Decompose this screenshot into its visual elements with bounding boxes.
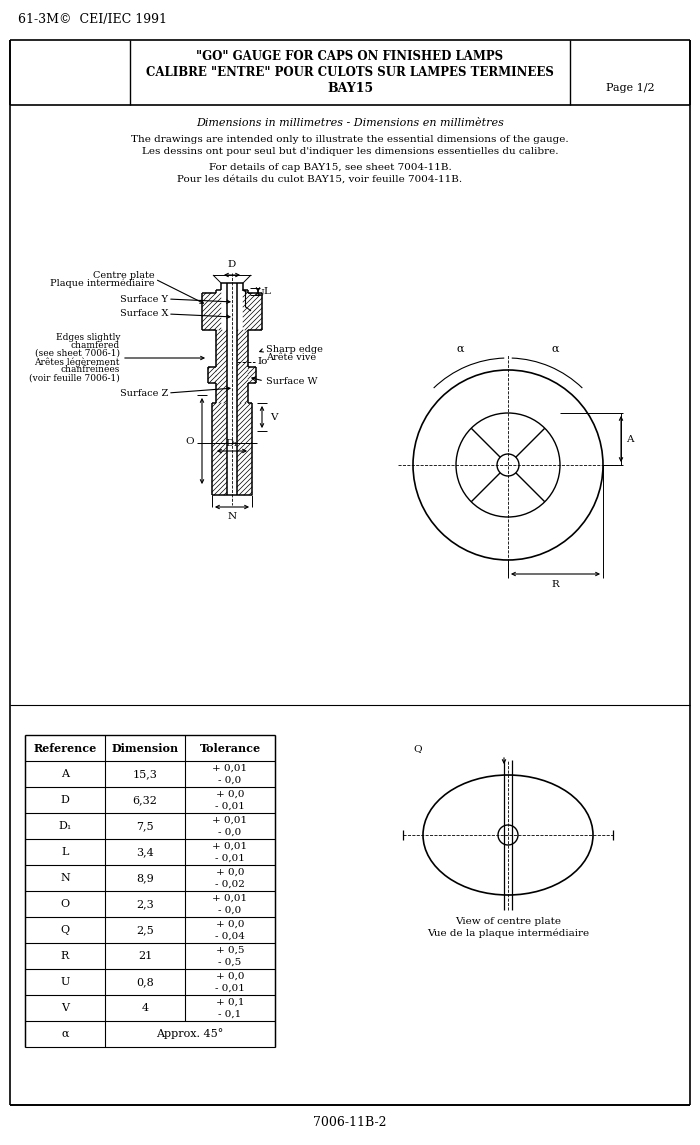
Text: 21: 21 — [138, 951, 152, 961]
Text: chanfreinées: chanfreinées — [61, 365, 120, 374]
Text: 6,32: 6,32 — [132, 795, 158, 805]
Text: + 0,0: + 0,0 — [216, 971, 244, 980]
Text: CALIBRE "ENTRE" POUR CULOTS SUR LAMPES TERMINEES: CALIBRE "ENTRE" POUR CULOTS SUR LAMPES T… — [146, 65, 554, 79]
Text: Q: Q — [60, 925, 69, 935]
Text: - 0,04: - 0,04 — [215, 932, 245, 940]
Text: A: A — [61, 769, 69, 779]
Text: 7006-11B-2: 7006-11B-2 — [314, 1116, 386, 1129]
Text: Arêtes légèrement: Arêtes légèrement — [34, 357, 120, 366]
Text: Surface X: Surface X — [120, 309, 168, 318]
Text: - 0,01: - 0,01 — [215, 853, 245, 862]
Text: BAY15: BAY15 — [327, 81, 373, 95]
Text: R: R — [61, 951, 69, 961]
Text: + 0,5: + 0,5 — [216, 946, 244, 955]
Text: Surface Z: Surface Z — [120, 388, 168, 397]
Text: D: D — [61, 795, 69, 805]
Text: A: A — [626, 434, 634, 443]
Text: + 0,01: + 0,01 — [212, 893, 248, 902]
Text: + 0,01: + 0,01 — [212, 842, 248, 851]
Text: Les dessins ont pour seul but d'indiquer les dimensions essentielles du calibre.: Les dessins ont pour seul but d'indiquer… — [141, 147, 559, 156]
Text: Plaque intermédiaire: Plaque intermédiaire — [50, 278, 155, 287]
Text: 3,4: 3,4 — [136, 847, 154, 856]
Text: 7,5: 7,5 — [136, 821, 154, 831]
Text: - 0,02: - 0,02 — [215, 879, 245, 889]
Text: N: N — [228, 512, 237, 521]
Text: 4: 4 — [141, 1003, 148, 1013]
Text: Reference: Reference — [34, 742, 97, 753]
Text: Edges slightly: Edges slightly — [55, 332, 120, 341]
Text: + 0,0: + 0,0 — [216, 919, 244, 929]
Text: α: α — [552, 344, 559, 354]
Text: Arête vive: Arête vive — [266, 354, 316, 363]
Text: + 0,01: + 0,01 — [212, 764, 248, 773]
Text: D: D — [228, 260, 236, 269]
Text: Io: Io — [257, 357, 267, 366]
Text: - 0,5: - 0,5 — [218, 957, 242, 966]
Text: (voir feuille 7006-1): (voir feuille 7006-1) — [29, 373, 120, 382]
Text: 2,5: 2,5 — [136, 925, 154, 935]
Text: R: R — [552, 581, 559, 589]
Text: For details of cap BAY15, see sheet 7004-11B.: For details of cap BAY15, see sheet 7004… — [209, 163, 452, 172]
Text: L: L — [62, 847, 69, 856]
Text: + 0,0: + 0,0 — [216, 868, 244, 877]
Text: Tolerance: Tolerance — [199, 742, 260, 753]
Text: "GO" GAUGE FOR CAPS ON FINISHED LAMPS: "GO" GAUGE FOR CAPS ON FINISHED LAMPS — [197, 50, 503, 63]
Text: L: L — [263, 287, 270, 297]
Text: 15,3: 15,3 — [132, 769, 158, 779]
Text: Vue de la plaque intermédiaire: Vue de la plaque intermédiaire — [427, 927, 589, 938]
Text: 61-3M©  CEI/IEC 1991: 61-3M© CEI/IEC 1991 — [18, 14, 167, 26]
Text: Centre plate: Centre plate — [93, 270, 155, 279]
Text: The drawings are intended only to illustrate the essential dimensions of the gau: The drawings are intended only to illust… — [131, 134, 569, 143]
Text: - 0,0: - 0,0 — [218, 828, 242, 837]
Text: α: α — [62, 1029, 69, 1039]
Text: - 0,01: - 0,01 — [215, 984, 245, 993]
Text: Surface W: Surface W — [266, 377, 318, 386]
Text: + 0,01: + 0,01 — [212, 815, 248, 824]
Text: α: α — [456, 344, 464, 354]
Text: D₁: D₁ — [226, 439, 238, 448]
Text: U: U — [255, 290, 264, 299]
Text: Dimension: Dimension — [111, 742, 178, 753]
Text: View of centre plate: View of centre plate — [455, 917, 561, 926]
Text: 8,9: 8,9 — [136, 872, 154, 883]
Text: - 0,0: - 0,0 — [218, 775, 242, 784]
Text: D₁: D₁ — [58, 821, 71, 831]
Text: Pour les détails du culot BAY15, voir feuille 7004-11B.: Pour les détails du culot BAY15, voir fe… — [177, 174, 463, 183]
Text: N: N — [60, 872, 70, 883]
Text: Page 1/2: Page 1/2 — [606, 82, 654, 93]
Text: V: V — [270, 412, 277, 421]
Text: 2,3: 2,3 — [136, 899, 154, 909]
Text: O: O — [60, 899, 69, 909]
Text: O: O — [186, 436, 194, 445]
Text: + 0,0: + 0,0 — [216, 790, 244, 798]
Text: Sharp edge: Sharp edge — [266, 346, 323, 355]
Text: 0,8: 0,8 — [136, 977, 154, 987]
Text: V: V — [61, 1003, 69, 1013]
Text: - 0,1: - 0,1 — [218, 1010, 242, 1019]
Text: - 0,01: - 0,01 — [215, 802, 245, 811]
Text: Dimensions in millimetres - Dimensions en millimètres: Dimensions in millimetres - Dimensions e… — [196, 118, 504, 128]
Text: - 0,0: - 0,0 — [218, 906, 242, 915]
Text: Surface Y: Surface Y — [120, 294, 168, 303]
Text: + 0,1: + 0,1 — [216, 997, 244, 1006]
Text: Q: Q — [414, 744, 422, 753]
Text: Approx. 45°: Approx. 45° — [156, 1028, 223, 1040]
Text: chamfered: chamfered — [71, 340, 120, 349]
Text: U: U — [60, 977, 69, 987]
Text: (see sheet 7006-1): (see sheet 7006-1) — [35, 348, 120, 357]
